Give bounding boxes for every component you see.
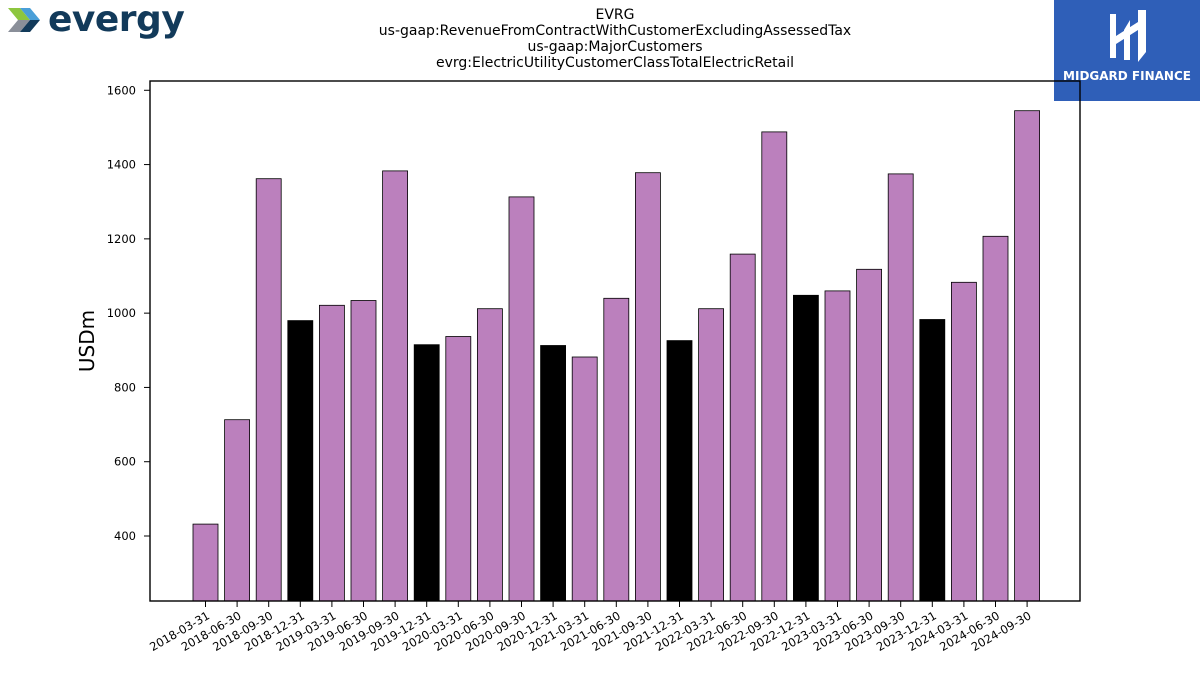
- bar-2023-12-31: [919, 319, 946, 602]
- bar-2022-06-30: [729, 253, 756, 602]
- plot-frame: [149, 80, 1081, 602]
- y-axis: 400 600 800 1000 1200 1400 1600: [107, 83, 150, 543]
- bar-2018-03-31: [192, 523, 219, 602]
- midgard-emblem-icon: [1110, 10, 1146, 62]
- bar-2019-03-31: [318, 304, 345, 602]
- chart-title: EVRG: [595, 7, 635, 23]
- y-tick-label: 1000: [107, 306, 136, 320]
- bar-2018-09-30: [255, 178, 282, 602]
- bar-2023-09-30: [887, 173, 914, 602]
- y-axis-label: USDm: [75, 310, 99, 372]
- chart-title-block: EVRG us-gaap:RevenueFromContractWithCust…: [300, 7, 930, 71]
- x-axis: 2018-03-312018-06-302018-09-302018-12-31…: [147, 601, 1034, 654]
- bar-2019-12-31: [413, 344, 440, 602]
- y-tick-label: 1400: [107, 158, 136, 172]
- midgard-finance-logo: MIDGARD FINANCE: [1054, 0, 1200, 101]
- y-tick-label: 600: [114, 455, 136, 469]
- evergy-logo: evergy: [6, 0, 186, 44]
- chart-subtitle-member: evrg:ElectricUtilityCustomerClassTotalEl…: [435, 55, 795, 71]
- midgard-wordmark: MIDGARD FINANCE: [1063, 69, 1191, 83]
- bar-2023-06-30: [856, 268, 882, 602]
- bar-2022-03-31: [698, 308, 724, 602]
- evergy-chevron-icon: [8, 8, 40, 32]
- y-tick-label: 1600: [107, 83, 136, 97]
- y-tick-label: 1200: [107, 232, 136, 246]
- chart-subtitle-axis: us-gaap:MajorCustomers: [527, 39, 703, 55]
- bar-2020-06-30: [476, 308, 503, 602]
- bar-2019-06-30: [350, 300, 377, 602]
- bar-2019-09-30: [382, 170, 409, 602]
- bar-2021-12-31: [666, 340, 693, 602]
- y-tick-label: 400: [114, 529, 136, 543]
- bar-2020-09-30: [508, 196, 535, 602]
- bar-2021-06-30: [603, 297, 630, 602]
- bar-2024-06-30: [982, 235, 1009, 602]
- evergy-wordmark: evergy: [48, 0, 185, 40]
- bar-2024-09-30: [1014, 110, 1040, 602]
- bar-2018-12-31: [287, 320, 314, 602]
- bar-series: [192, 110, 1040, 602]
- bar-2023-03-31: [824, 290, 851, 602]
- bar-2024-03-31: [951, 281, 977, 602]
- y-tick-label: 800: [114, 380, 136, 394]
- chart-subtitle-concept: us-gaap:RevenueFromContractWithCustomerE…: [378, 23, 852, 39]
- bar-2022-12-31: [793, 294, 819, 602]
- bar-2020-03-31: [445, 336, 472, 602]
- bar-2021-03-31: [571, 356, 598, 602]
- bar-2022-09-30: [761, 131, 788, 602]
- bar-2018-06-30: [224, 419, 251, 602]
- bar-2021-09-30: [635, 172, 661, 602]
- bar-2020-12-31: [540, 345, 566, 602]
